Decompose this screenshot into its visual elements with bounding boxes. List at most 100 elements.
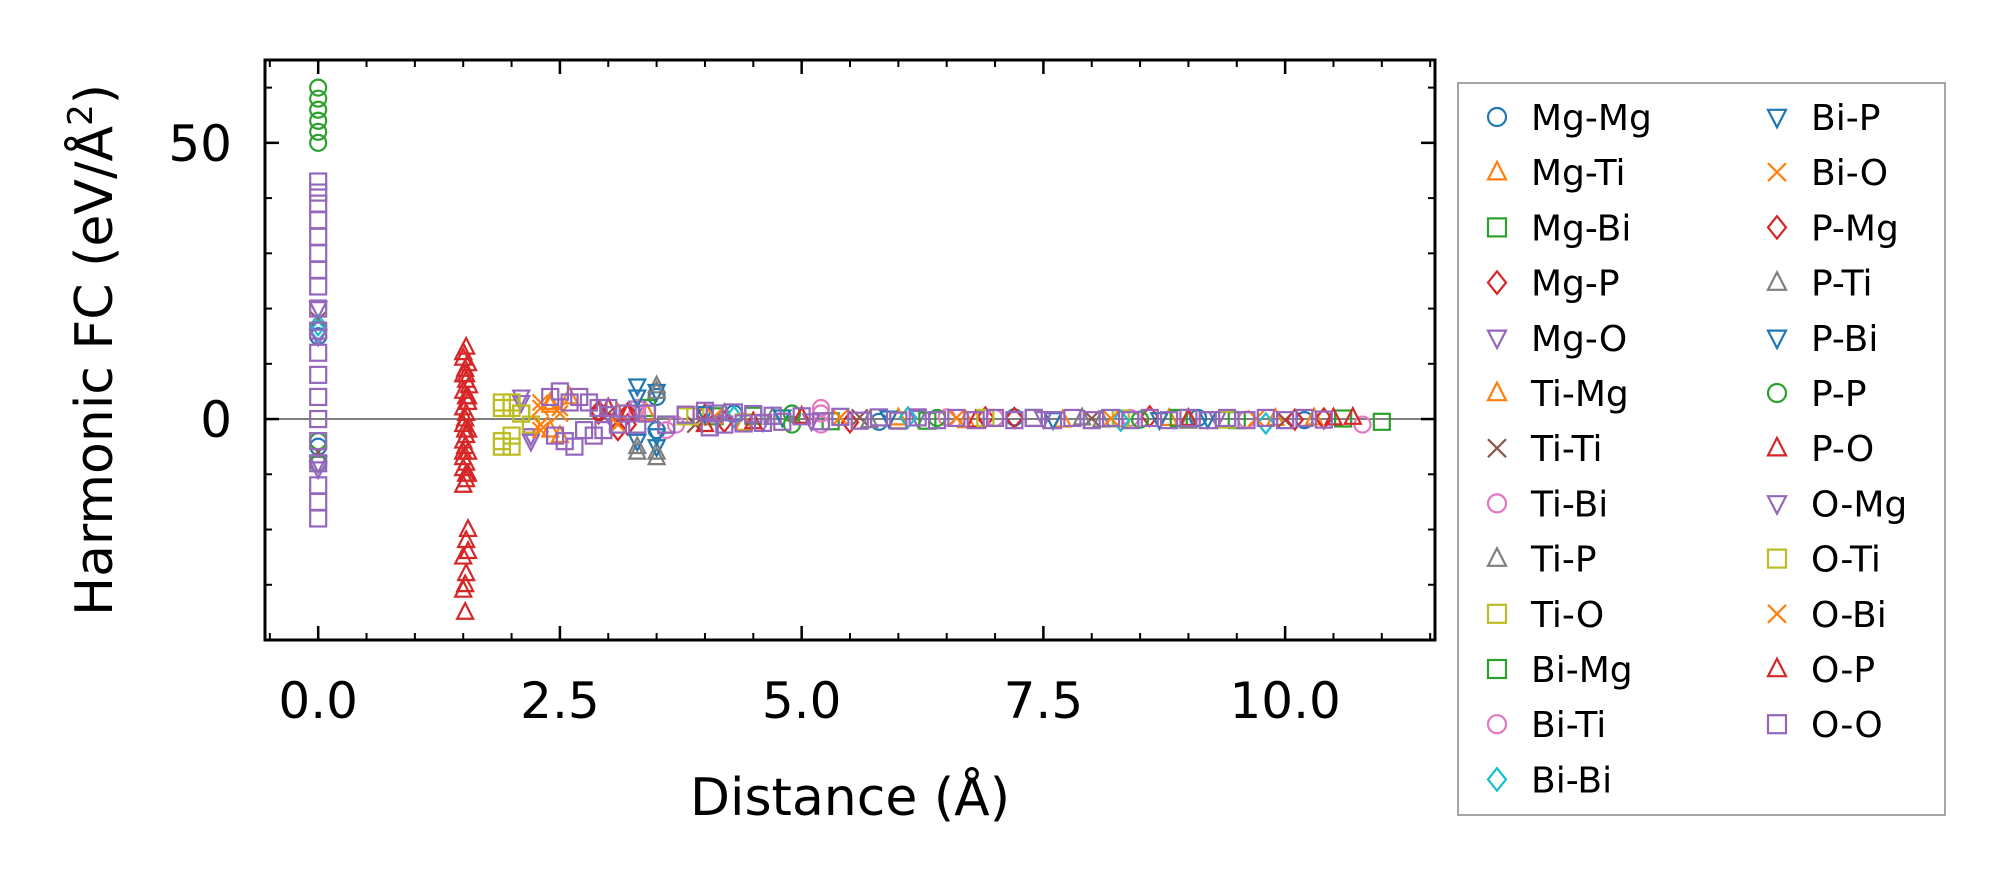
legend-entry: Ti-P	[1486, 540, 1597, 581]
x-tick-label: 0.0	[278, 672, 358, 730]
data-point	[511, 394, 532, 415]
data-point	[1140, 408, 1159, 428]
data-point	[492, 398, 512, 418]
legend-marker	[1487, 438, 1507, 458]
data-point	[309, 111, 328, 130]
series-bi-o	[531, 399, 1265, 434]
data-point	[531, 415, 550, 434]
legend-label: P-Bi	[1811, 319, 1878, 360]
data-point	[1323, 406, 1344, 426]
legend-label: O-O	[1811, 705, 1883, 746]
data-point	[551, 399, 569, 417]
y-tick-label: 0	[200, 391, 232, 449]
data-point	[646, 446, 667, 466]
data-point	[1207, 410, 1228, 431]
legend-label: Ti-Mg	[1530, 374, 1629, 415]
data-point	[1314, 410, 1333, 429]
legend-label: Mg-P	[1531, 264, 1620, 305]
data-point	[456, 363, 476, 383]
data-point	[724, 403, 744, 422]
legend-entry: Bi-O	[1767, 153, 1888, 194]
legend-marker	[1486, 269, 1508, 296]
data-point	[1159, 411, 1179, 430]
data-point	[458, 385, 478, 405]
series-bi-p	[627, 378, 1170, 459]
data-point	[309, 244, 328, 263]
legend-marker	[1486, 603, 1508, 624]
data-point	[502, 437, 521, 456]
legend-marker	[1486, 714, 1508, 735]
data-point	[956, 409, 976, 429]
data-point	[1295, 408, 1314, 428]
data-point	[308, 455, 328, 475]
legend-marker	[1766, 435, 1788, 457]
data-point	[545, 426, 565, 445]
data-point	[309, 260, 328, 280]
legend-label: O-Mg	[1811, 484, 1907, 525]
legend-entry: P-Bi	[1766, 319, 1878, 360]
data-point	[705, 404, 724, 423]
data-point	[985, 408, 1005, 428]
plot-frame	[263, 58, 1437, 642]
legend-marker	[1766, 548, 1788, 569]
data-point	[1043, 411, 1063, 430]
data-point	[947, 408, 966, 428]
data-point	[1082, 411, 1101, 430]
data-point	[453, 545, 474, 565]
legend-entry: P-Ti	[1766, 264, 1873, 305]
legend-marker	[1486, 493, 1508, 514]
legend-label: Mg-O	[1531, 319, 1627, 360]
data-point	[878, 410, 899, 430]
data-point	[831, 407, 850, 426]
data-point	[1149, 412, 1170, 432]
data-point	[1102, 409, 1120, 428]
legend-label: Bi-Mg	[1531, 650, 1633, 691]
data-point	[309, 321, 328, 340]
legend-entry: Bi-Bi	[1486, 760, 1612, 801]
x-tick-label: 2.5	[520, 672, 600, 730]
data-point	[492, 393, 512, 412]
data-point	[1372, 412, 1391, 431]
legend-label: O-P	[1811, 650, 1875, 691]
data-point	[1033, 410, 1054, 431]
data-point	[617, 401, 638, 422]
legend-entry: Mg-Bi	[1486, 208, 1631, 249]
legend-label: Ti-Ti	[1530, 429, 1602, 470]
plot-area	[265, 78, 1435, 620]
data-point	[889, 411, 908, 430]
legend-entry: O-Ti	[1766, 540, 1881, 581]
legend-entry: Bi-P	[1766, 98, 1880, 139]
data-point	[1276, 411, 1295, 430]
series-o-o	[309, 172, 1333, 528]
data-point	[1179, 408, 1198, 428]
legend-entry: Bi-Mg	[1486, 650, 1633, 691]
data-point	[309, 183, 328, 202]
data-point	[512, 404, 531, 423]
legend-label: P-Mg	[1811, 208, 1899, 249]
data-point	[618, 401, 638, 426]
data-point	[734, 414, 753, 433]
data-point	[1227, 411, 1246, 430]
legend-label: P-Ti	[1811, 264, 1873, 305]
legend-entry: Ti-Mg	[1486, 374, 1629, 415]
legend-entry: Mg-O	[1486, 319, 1627, 360]
data-point	[455, 418, 475, 438]
data-point	[308, 318, 328, 343]
x-tick-label: 7.5	[1004, 672, 1084, 730]
data-point	[1005, 411, 1024, 430]
legend-label: P-P	[1811, 374, 1867, 415]
data-point	[309, 122, 328, 141]
legend-entry: P-O	[1766, 429, 1874, 470]
data-point	[1024, 408, 1043, 428]
data-point	[308, 301, 328, 321]
data-point	[608, 418, 628, 442]
data-point	[608, 415, 628, 434]
data-point	[579, 393, 599, 412]
data-point	[646, 383, 667, 404]
legend-marker	[1766, 269, 1788, 291]
legend-marker	[1486, 380, 1508, 402]
data-point	[637, 404, 657, 423]
data-point	[309, 227, 328, 246]
legend-label: Ti-O	[1530, 595, 1604, 636]
